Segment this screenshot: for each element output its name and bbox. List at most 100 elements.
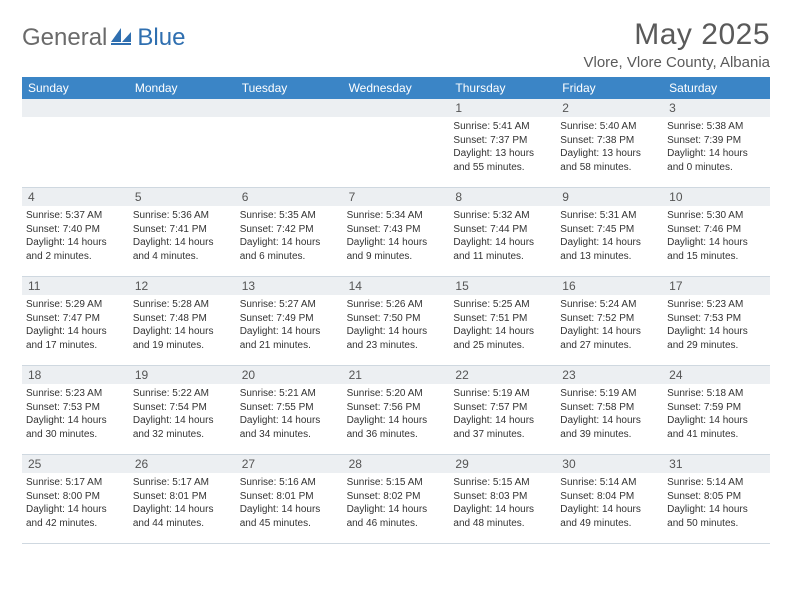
day-number: 14: [343, 277, 450, 295]
day-cell: 8Sunrise: 5:32 AMSunset: 7:44 PMDaylight…: [449, 188, 556, 276]
sunset-text: Sunset: 8:03 PM: [453, 490, 552, 504]
day-cell: 26Sunrise: 5:17 AMSunset: 8:01 PMDayligh…: [129, 455, 236, 543]
sunset-text: Sunset: 7:59 PM: [667, 401, 766, 415]
sunset-text: Sunset: 8:04 PM: [560, 490, 659, 504]
day-info: Sunrise: 5:27 AMSunset: 7:49 PMDaylight:…: [240, 298, 339, 352]
sunrise-text: Sunrise: 5:23 AM: [667, 298, 766, 312]
daylight-text: Daylight: 14 hours and 32 minutes.: [133, 414, 232, 441]
day-cell: 14 Sunrise: 5:26 AMSunset: 7:50 PMDayligh…: [343, 277, 450, 365]
sunrise-text: Sunrise: 5:30 AM: [667, 209, 766, 223]
sunset-text: Sunset: 7:54 PM: [133, 401, 232, 415]
day-number: 18: [22, 366, 129, 384]
day-info: Sunrise: 5:34 AMSunset: 7:43 PMDaylight:…: [347, 209, 446, 263]
daylight-text: Daylight: 13 hours and 58 minutes.: [560, 147, 659, 174]
day-cell: 22Sunrise: 5:19 AMSunset: 7:57 PMDayligh…: [449, 366, 556, 454]
sunrise-text: Sunrise: 5:27 AM: [240, 298, 339, 312]
day-info: Sunrise: 5:23 AMSunset: 7:53 PMDaylight:…: [26, 387, 125, 441]
weekday-col: Wednesday: [343, 77, 450, 99]
sunset-text: Sunset: 7:49 PM: [240, 312, 339, 326]
day-info: Sunrise: 5:40 AMSunset: 7:38 PMDaylight:…: [560, 120, 659, 174]
sunrise-text: Sunrise: 5:19 AM: [453, 387, 552, 401]
day-cell: 31Sunrise: 5:14 AMSunset: 8:05 PMDayligh…: [663, 455, 770, 543]
daylight-text: Daylight: 14 hours and 50 minutes.: [667, 503, 766, 530]
sail-icon: [111, 25, 133, 43]
day-cell: 5 Sunrise: 5:36 AMSunset: 7:41 PMDaylight…: [129, 188, 236, 276]
sunset-text: Sunset: 7:47 PM: [26, 312, 125, 326]
sunrise-text: Sunrise: 5:20 AM: [347, 387, 446, 401]
day-number: 24: [663, 366, 770, 384]
day-info: Sunrise: 5:29 AMSunset: 7:47 PMDaylight:…: [26, 298, 125, 352]
daylight-text: Daylight: 14 hours and 19 minutes.: [133, 325, 232, 352]
day-info: Sunrise: 5:16 AMSunset: 8:01 PMDaylight:…: [240, 476, 339, 530]
day-cell: [22, 99, 129, 187]
day-cell: 20 Sunrise: 5:21 AMSunset: 7:55 PMDayligh…: [236, 366, 343, 454]
day-number: 5: [129, 188, 236, 206]
sunset-text: Sunset: 7:53 PM: [667, 312, 766, 326]
day-cell: 15Sunrise: 5:25 AMSunset: 7:51 PMDayligh…: [449, 277, 556, 365]
day-number: [236, 99, 343, 117]
day-number: [22, 99, 129, 117]
calendar-grid: Sunday Monday Tuesday Wednesday Thursday…: [22, 77, 770, 544]
day-info: Sunrise: 5:17 AMSunset: 8:01 PMDaylight:…: [133, 476, 232, 530]
brand-logo: General Blue: [22, 18, 185, 52]
sunrise-text: Sunrise: 5:22 AM: [133, 387, 232, 401]
day-info: Sunrise: 5:30 AMSunset: 7:46 PMDaylight:…: [667, 209, 766, 263]
weekday-col: Thursday: [449, 77, 556, 99]
daylight-text: Daylight: 14 hours and 29 minutes.: [667, 325, 766, 352]
day-cell: 18 Sunrise: 5:23 AMSunset: 7:53 PMDayligh…: [22, 366, 129, 454]
sunset-text: Sunset: 8:02 PM: [347, 490, 446, 504]
day-number: 4: [22, 188, 129, 206]
day-info: Sunrise: 5:14 AMSunset: 8:04 PMDaylight:…: [560, 476, 659, 530]
day-number: 21: [343, 366, 450, 384]
sunrise-text: Sunrise: 5:35 AM: [240, 209, 339, 223]
sunset-text: Sunset: 7:58 PM: [560, 401, 659, 415]
weekday-col: Saturday: [663, 77, 770, 99]
calendar-page: General Blue May 2025 Vlore, Vlore Count…: [0, 0, 792, 554]
daylight-text: Daylight: 14 hours and 44 minutes.: [133, 503, 232, 530]
weekday-header: Sunday Monday Tuesday Wednesday Thursday…: [22, 77, 770, 99]
daylight-text: Daylight: 14 hours and 39 minutes.: [560, 414, 659, 441]
sunrise-text: Sunrise: 5:19 AM: [560, 387, 659, 401]
title-block: May 2025 Vlore, Vlore County, Albania: [584, 18, 771, 71]
day-cell: 29Sunrise: 5:15 AMSunset: 8:03 PMDayligh…: [449, 455, 556, 543]
day-number: 13: [236, 277, 343, 295]
day-info: Sunrise: 5:21 AMSunset: 7:55 PMDaylight:…: [240, 387, 339, 441]
day-info: Sunrise: 5:18 AMSunset: 7:59 PMDaylight:…: [667, 387, 766, 441]
sunrise-text: Sunrise: 5:24 AM: [560, 298, 659, 312]
day-number: 16: [556, 277, 663, 295]
daylight-text: Daylight: 14 hours and 17 minutes.: [26, 325, 125, 352]
day-number: 31: [663, 455, 770, 473]
daylight-text: Daylight: 14 hours and 6 minutes.: [240, 236, 339, 263]
sunrise-text: Sunrise: 5:26 AM: [347, 298, 446, 312]
day-number: [129, 99, 236, 117]
day-number: 28: [343, 455, 450, 473]
sunset-text: Sunset: 7:48 PM: [133, 312, 232, 326]
day-info: Sunrise: 5:31 AMSunset: 7:45 PMDaylight:…: [560, 209, 659, 263]
day-info: Sunrise: 5:15 AMSunset: 8:03 PMDaylight:…: [453, 476, 552, 530]
location-text: Vlore, Vlore County, Albania: [584, 54, 771, 71]
week-row: 18 Sunrise: 5:23 AMSunset: 7:53 PMDayligh…: [22, 366, 770, 455]
brand-part1: General: [22, 24, 107, 52]
day-cell: 10Sunrise: 5:30 AMSunset: 7:46 PMDayligh…: [663, 188, 770, 276]
sunset-text: Sunset: 7:39 PM: [667, 134, 766, 148]
day-info: Sunrise: 5:28 AMSunset: 7:48 PMDaylight:…: [133, 298, 232, 352]
brand-part2: Blue: [137, 24, 185, 52]
weeks-container: 1Sunrise: 5:41 AMSunset: 7:37 PMDaylight…: [22, 99, 770, 544]
daylight-text: Daylight: 14 hours and 45 minutes.: [240, 503, 339, 530]
day-number: 2: [556, 99, 663, 117]
day-number: 6: [236, 188, 343, 206]
day-info: Sunrise: 5:38 AMSunset: 7:39 PMDaylight:…: [667, 120, 766, 174]
daylight-text: Daylight: 14 hours and 9 minutes.: [347, 236, 446, 263]
daylight-text: Daylight: 14 hours and 21 minutes.: [240, 325, 339, 352]
sunrise-text: Sunrise: 5:15 AM: [347, 476, 446, 490]
day-number: 20: [236, 366, 343, 384]
day-number: 7: [343, 188, 450, 206]
sunrise-text: Sunrise: 5:17 AM: [26, 476, 125, 490]
day-cell: [343, 99, 450, 187]
day-info: Sunrise: 5:26 AMSunset: 7:50 PMDaylight:…: [347, 298, 446, 352]
day-cell: 6Sunrise: 5:35 AMSunset: 7:42 PMDaylight…: [236, 188, 343, 276]
day-info: Sunrise: 5:36 AMSunset: 7:41 PMDaylight:…: [133, 209, 232, 263]
sunset-text: Sunset: 7:44 PM: [453, 223, 552, 237]
day-cell: 3Sunrise: 5:38 AMSunset: 7:39 PMDaylight…: [663, 99, 770, 187]
daylight-text: Daylight: 14 hours and 48 minutes.: [453, 503, 552, 530]
